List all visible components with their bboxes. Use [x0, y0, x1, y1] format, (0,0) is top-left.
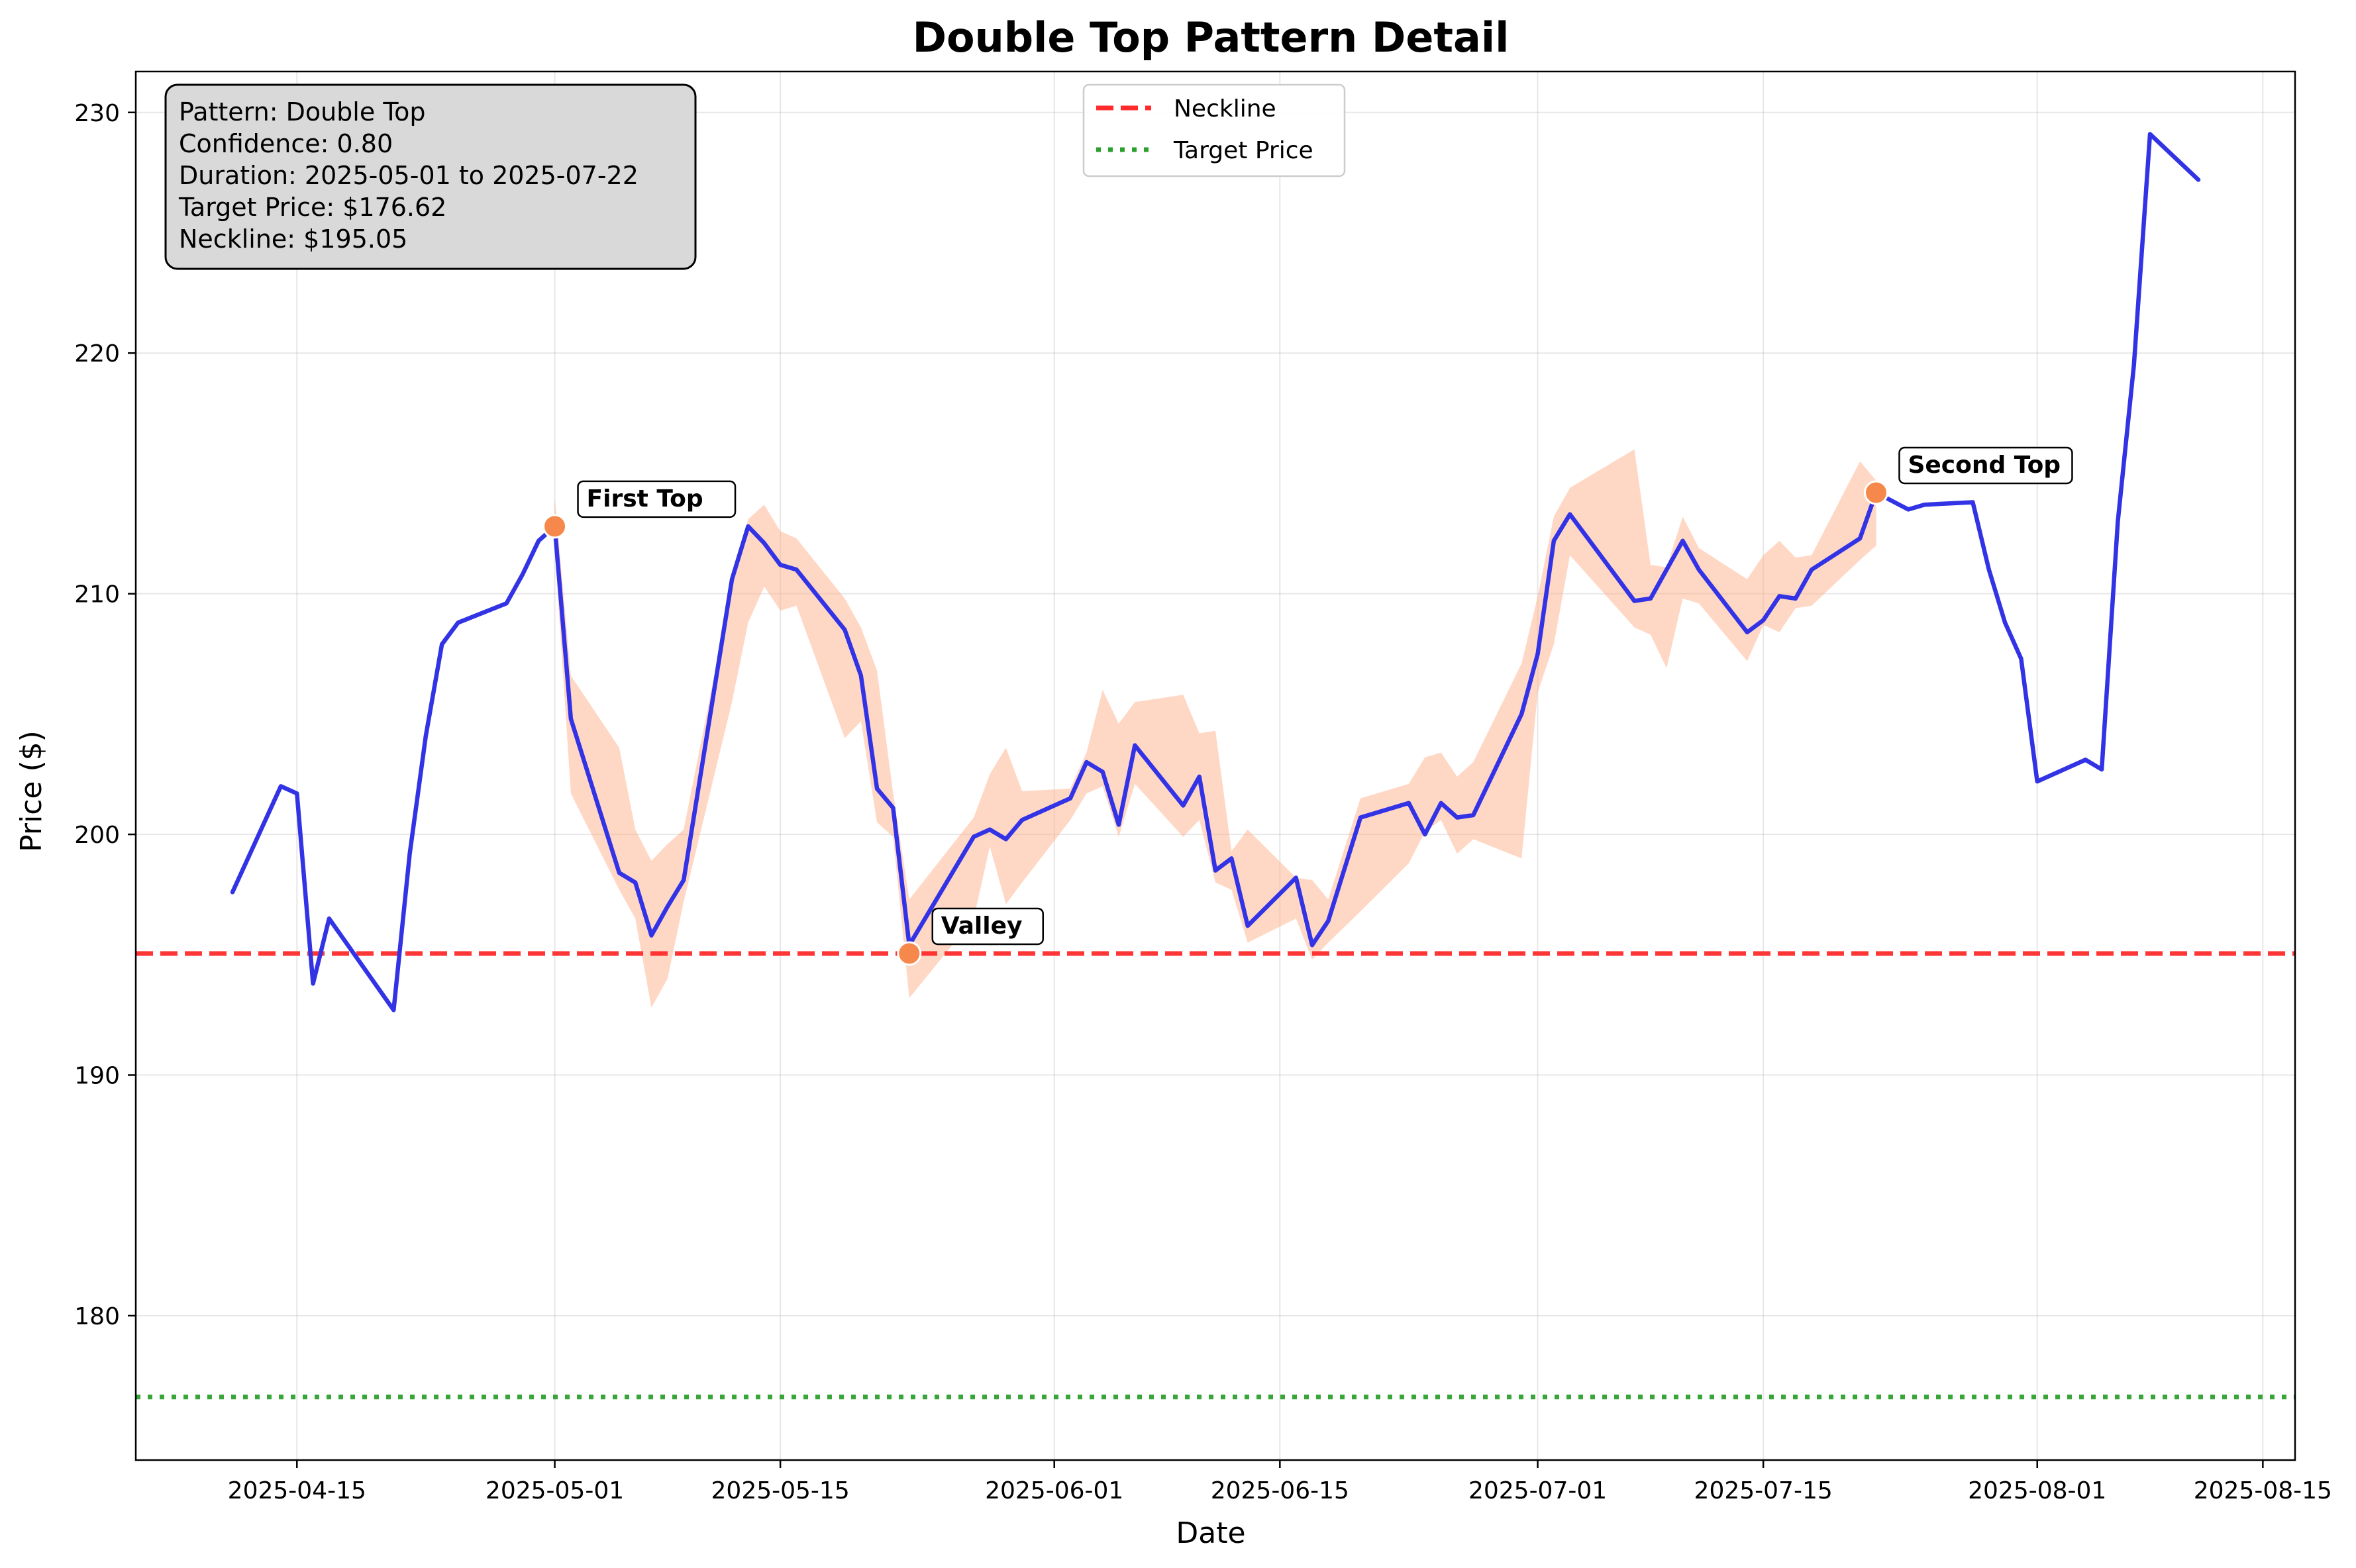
- x-tick-label: 2025-05-15: [711, 1477, 850, 1504]
- annotation-second-top: Second Top: [1898, 446, 2073, 485]
- info-line: Target Price: $176.62: [178, 193, 446, 222]
- y-tick-label: 230: [74, 100, 120, 127]
- axes-frame: [134, 70, 2296, 1461]
- info-box: Pattern: Double Top Confidence: 0.80 Durat…: [164, 83, 697, 270]
- y-tick-label: 180: [74, 1303, 120, 1330]
- info-line: Pattern: Double Top: [179, 97, 425, 126]
- chart-title: Double Top Pattern Detail: [913, 13, 1510, 62]
- price-line: [230, 132, 2201, 1012]
- y-tick-label: 200: [74, 822, 120, 849]
- x-tick-label: 2025-05-01: [486, 1477, 624, 1504]
- y-tick-label: 220: [74, 340, 120, 368]
- annotation-box: [931, 907, 1045, 946]
- x-tick-label: 2025-08-01: [1968, 1477, 2106, 1504]
- plot-content: [136, 132, 2295, 1400]
- info-box-background: [164, 83, 697, 270]
- annotation-valley: Valley: [931, 907, 1045, 946]
- annotation-first-top: First Top: [577, 480, 737, 518]
- marker-valley: [897, 941, 922, 966]
- annotation-box: [1898, 446, 2073, 485]
- legend: Neckline Target Price: [1082, 83, 1346, 177]
- x-tick-label: 2025-07-15: [1694, 1477, 1833, 1504]
- legend-label: Target Price: [1173, 137, 1313, 164]
- info-line: Neckline: $195.05: [179, 224, 407, 254]
- annotation-label: Second Top: [1908, 452, 2061, 479]
- y-tick-label: 190: [74, 1063, 120, 1090]
- x-tick-label: 2025-04-15: [228, 1477, 366, 1504]
- y-axis-label: Price ($): [15, 730, 48, 852]
- info-line: Confidence: 0.80: [179, 129, 393, 158]
- annotation-label: Valley: [941, 912, 1023, 940]
- x-tick-label: 2025-06-01: [985, 1477, 1123, 1504]
- marker-first-top: [542, 514, 568, 539]
- info-line: Duration: 2025-05-01 to 2025-07-22: [179, 161, 639, 190]
- y-tick-label: 210: [74, 581, 120, 609]
- x-tick-label: 2025-06-15: [1211, 1477, 1349, 1504]
- annotation-label: First Top: [587, 485, 703, 513]
- x-tick-label: 2025-07-01: [1468, 1477, 1607, 1504]
- marker-second-top: [1863, 480, 1888, 505]
- x-tick-label: 2025-08-15: [2194, 1477, 2332, 1504]
- plot-area: First Top Valley Second Top 2025-04-15 2025-…: [74, 70, 2332, 1504]
- annotation-box: [577, 480, 737, 518]
- x-axis-label: Date: [1176, 1516, 1245, 1550]
- legend-label: Neckline: [1174, 95, 1276, 122]
